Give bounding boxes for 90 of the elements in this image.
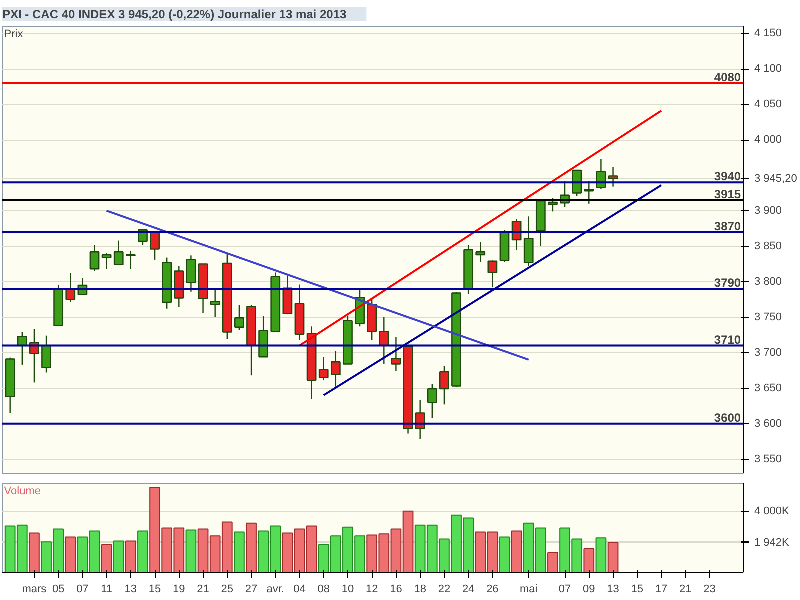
- x-tick-label: 22: [438, 584, 451, 596]
- y-tick-label: 3 600: [754, 418, 782, 430]
- candlestick: [318, 356, 329, 382]
- x-tick-label: 26: [486, 584, 499, 596]
- y-tick-label: 3 945,20: [754, 172, 798, 185]
- y-tick-label: 3 800: [754, 276, 782, 288]
- candlestick: [186, 255, 196, 292]
- x-tick-label: 25: [221, 584, 234, 596]
- bar: [499, 536, 510, 572]
- candlestick: [608, 166, 618, 188]
- candlestick: [440, 366, 450, 406]
- y-tick-label: 1 942K: [754, 536, 790, 549]
- ref-line-label: 3940: [714, 170, 742, 184]
- y-tick-label: 4 050: [754, 98, 782, 111]
- x-tick-label: 24: [462, 584, 475, 596]
- x-tick-label: 27: [245, 584, 258, 596]
- ref-line-label: 3600: [714, 410, 742, 425]
- candlestick: [548, 198, 558, 212]
- x-tick-label: mai: [520, 584, 538, 596]
- ref-line-label: 3710: [714, 332, 742, 347]
- x-tick-label: mars: [22, 584, 48, 596]
- x-tick-label: 15: [631, 584, 644, 596]
- chart-title: PXI - CAC 40 INDEX 3 945,20 (-0,22%) Journalier 13 mai 2013: [2, 8, 347, 22]
- bar: [511, 530, 522, 572]
- x-tick-label: 07: [558, 584, 572, 596]
- candlestick: [150, 230, 160, 261]
- candlestick: [427, 384, 438, 419]
- x-tick-label: 05: [52, 584, 65, 596]
- y-tick-label: 3 700: [754, 346, 782, 359]
- candlestick: [488, 260, 498, 288]
- bar: [125, 540, 136, 572]
- y-tick-label: 4 000K: [754, 505, 790, 518]
- y-tick-label: 3 900: [754, 204, 782, 217]
- candlestick: [66, 272, 76, 304]
- y-tick-label: 3 850: [754, 240, 782, 252]
- y-tick-label: 3 650: [754, 382, 782, 394]
- candlestick: [379, 316, 390, 365]
- x-tick-label: 11: [101, 584, 113, 596]
- candlestick: [90, 244, 100, 272]
- bar: [113, 540, 124, 572]
- y-tick-label: 4 150: [754, 28, 782, 40]
- x-tick-label: 12: [366, 584, 378, 596]
- candlestick: [391, 336, 402, 372]
- bar: [101, 544, 112, 572]
- bar: [246, 522, 257, 572]
- x-tick-label: 17: [655, 584, 668, 596]
- x-tick-label: 09: [583, 584, 596, 596]
- ref-line-label: 4080: [714, 70, 742, 84]
- x-tick-label: 13: [607, 584, 620, 596]
- ref-line-label: 3870: [714, 219, 742, 234]
- candlestick: [415, 400, 426, 440]
- y-tick-label: 3 550: [754, 453, 782, 466]
- y-tick-label: 3 750: [754, 311, 782, 324]
- y-tick-label: 4 100: [754, 63, 782, 76]
- bar: [596, 538, 607, 572]
- bar: [138, 530, 148, 572]
- candlestick: [330, 350, 341, 388]
- bar: [234, 532, 245, 572]
- candlestick: [476, 242, 486, 263]
- x-tick-label: 16: [390, 584, 402, 596]
- y-axis-title: Prix: [4, 28, 24, 40]
- candlestick: [234, 304, 244, 331]
- bar: [608, 542, 619, 572]
- x-tick-label: 10: [342, 584, 354, 596]
- bar: [186, 530, 197, 572]
- candlestick: [102, 252, 112, 270]
- x-tick-label: 23: [704, 584, 716, 596]
- x-tick-label: 18: [414, 584, 426, 596]
- bar: [65, 536, 76, 572]
- bar: [548, 552, 558, 572]
- candlestick: [210, 288, 220, 318]
- x-tick-label: avr.: [266, 584, 284, 596]
- candlestick: [126, 250, 136, 270]
- candlestick: [114, 240, 124, 266]
- x-tick-label: 07: [76, 584, 89, 596]
- x-tick-label: 04: [294, 584, 306, 596]
- x-tick-label: 21: [197, 584, 210, 596]
- candlestick: [584, 180, 594, 204]
- y-tick-label: 4 000: [754, 134, 782, 146]
- x-tick-label: 08: [318, 584, 330, 596]
- candlestick: [42, 335, 52, 374]
- x-tick-label: 15: [148, 584, 162, 596]
- bar: [584, 548, 595, 572]
- x-tick-label: 19: [173, 584, 186, 596]
- ref-line-label: 3790: [714, 276, 742, 290]
- y-axis-title: Volume: [4, 486, 42, 498]
- x-tick-label: 21: [680, 584, 692, 596]
- x-tick-label: 13: [124, 584, 138, 596]
- ref-line-label: 3915: [714, 187, 742, 202]
- bar: [29, 532, 40, 572]
